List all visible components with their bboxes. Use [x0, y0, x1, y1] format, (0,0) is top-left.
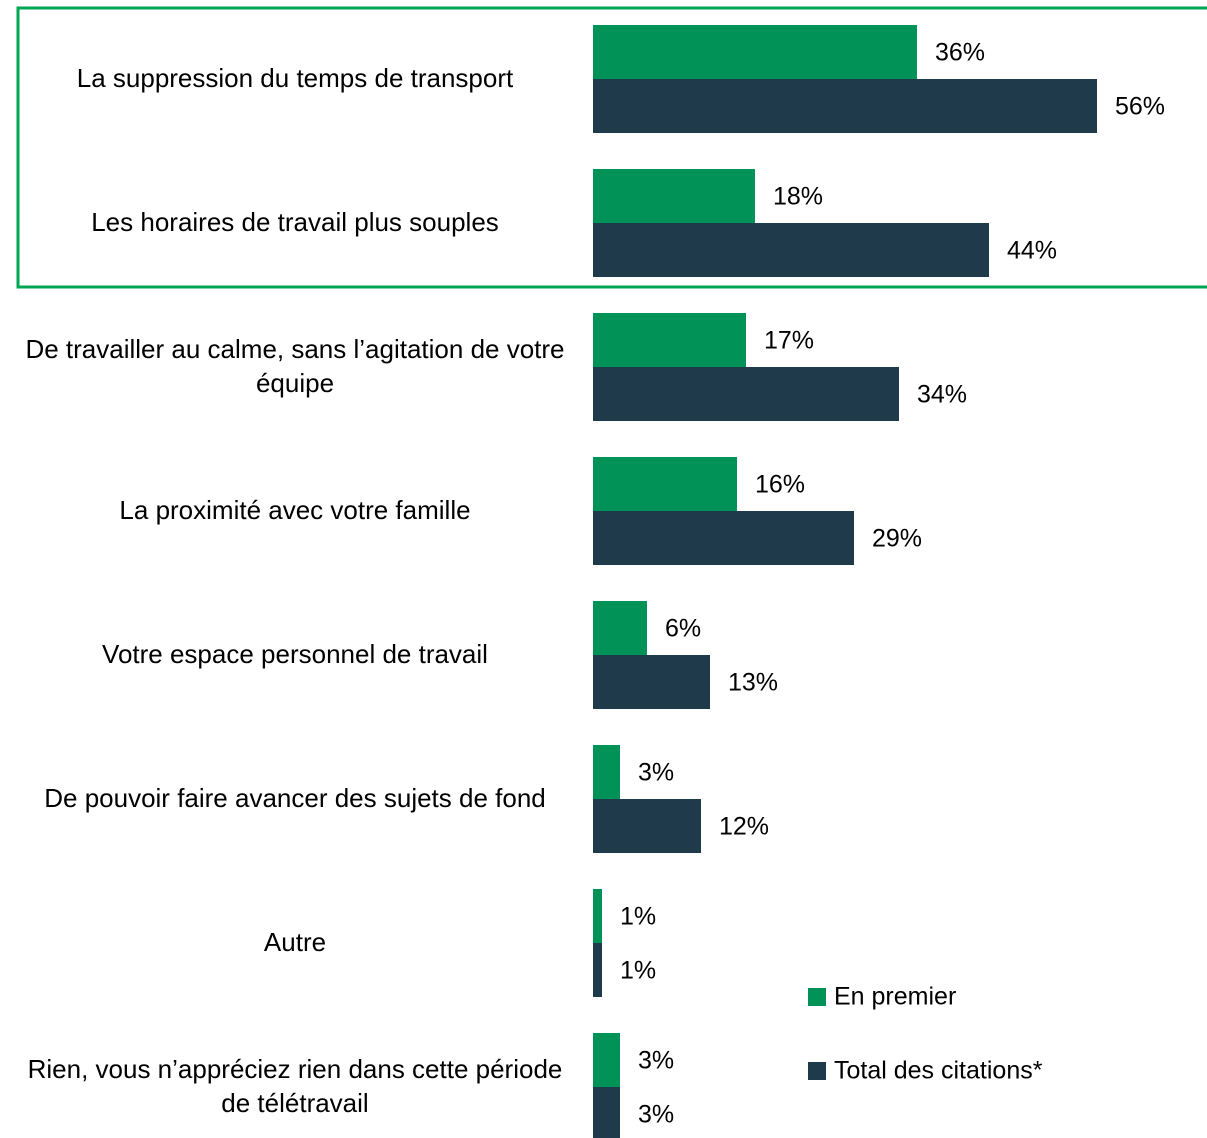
bar — [593, 799, 701, 853]
category-label: La suppression du temps de transport — [76, 63, 514, 94]
bar — [593, 313, 746, 367]
value-label: 3% — [638, 759, 674, 787]
value-label: 3% — [638, 1047, 674, 1075]
bar — [593, 223, 989, 277]
legend-swatch — [808, 1062, 826, 1080]
bar — [593, 511, 854, 565]
legend-swatch — [808, 988, 826, 1006]
value-label: 34% — [917, 381, 967, 409]
bar — [593, 601, 647, 655]
bar — [593, 889, 602, 943]
bar — [593, 457, 737, 511]
category-label: Votre espace personnel de travail — [102, 639, 488, 670]
value-label: 1% — [620, 957, 656, 985]
category-label: Autre — [263, 927, 327, 958]
value-label: 13% — [728, 669, 778, 697]
bar — [593, 655, 710, 709]
highlight-box — [16, 6, 1207, 289]
value-label: 18% — [773, 183, 823, 211]
bar — [593, 79, 1097, 133]
bar — [593, 367, 899, 421]
bar — [593, 1033, 620, 1087]
bar — [593, 745, 620, 799]
value-label: 56% — [1115, 93, 1165, 121]
value-label: 3% — [638, 1101, 674, 1129]
category-label: La proximité avec votre famille — [119, 495, 471, 526]
category-label: Rien, vous n’appréciez rien dans cette p… — [27, 1054, 563, 1118]
value-label: 17% — [764, 327, 814, 355]
bar — [593, 25, 917, 79]
bar — [593, 943, 602, 997]
value-label: 1% — [620, 903, 656, 931]
value-label: 12% — [719, 813, 769, 841]
bar — [593, 1087, 620, 1138]
value-label: 29% — [872, 525, 922, 553]
value-label: 6% — [665, 615, 701, 643]
category-label: De travailler au calme, sans l’agitation… — [25, 334, 565, 398]
legend-label: Total des citations* — [834, 1057, 1043, 1085]
value-label: 16% — [755, 471, 805, 499]
bar — [593, 169, 755, 223]
legend-label: En premier — [834, 983, 956, 1011]
category-label: Les horaires de travail plus souples — [91, 207, 499, 238]
value-label: 36% — [935, 39, 985, 67]
value-label: 44% — [1007, 237, 1057, 265]
category-label: De pouvoir faire avancer des sujets de f… — [44, 783, 546, 814]
